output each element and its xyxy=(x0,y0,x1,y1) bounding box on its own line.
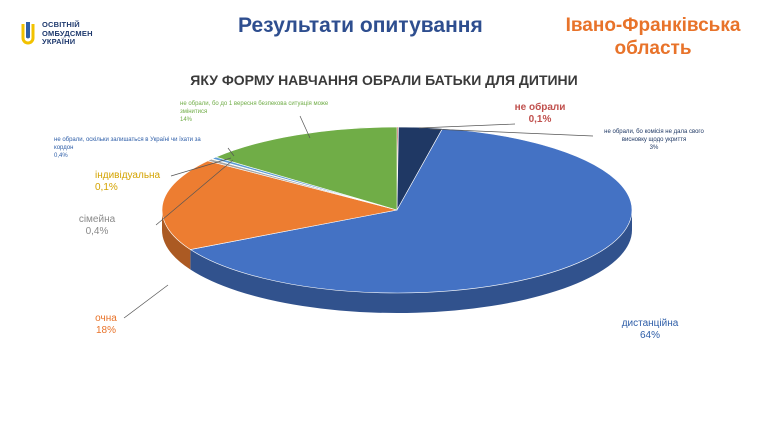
slice-label-value-7: 14% xyxy=(180,117,193,123)
leader-line-0 xyxy=(418,123,516,129)
pie-sides xyxy=(162,210,633,313)
leader-line-5 xyxy=(170,157,232,177)
slice-label-name-5: індивідуальна xyxy=(95,170,161,181)
slice-label-value-0: 0,1% xyxy=(528,114,552,125)
leader-line-6 xyxy=(227,147,235,157)
logo: ОСВІТНІЙ ОМБУДСМЕН УКРАЇНИ xyxy=(20,20,93,48)
pie-slice-2 xyxy=(189,128,633,294)
leader-line-4 xyxy=(155,159,234,226)
slice-label-1: не обрали, бо комісія не дала свого висн… xyxy=(595,128,713,152)
leader-line-3 xyxy=(123,284,169,319)
slice-label-value-2: 64% xyxy=(639,330,660,341)
slice-label-value-5: 0,1% xyxy=(95,182,118,193)
slice-label-4: сімейна 0,4% xyxy=(72,214,122,238)
pie-slice-7 xyxy=(215,126,398,211)
chart-title: ЯКУ ФОРМУ НАВЧАННЯ ОБРАЛИ БАТЬКИ ДЛЯ ДИТ… xyxy=(190,72,578,88)
slice-label-name-7: не обрали, бо до 1 вересня безпекова сит… xyxy=(180,101,329,115)
logo-line-1: ОСВІТНІЙ xyxy=(42,20,80,30)
logo-text: ОСВІТНІЙ ОМБУДСМЕН УКРАЇНИ xyxy=(42,21,93,47)
region-title: Івано-Франківська область xyxy=(548,14,758,60)
slice-label-name-2: дистанційна xyxy=(621,318,679,329)
logo-line-3: УКРАЇНИ xyxy=(42,37,76,47)
slice-label-7: не обрали, бо до 1 вересня безпекова сит… xyxy=(180,100,330,124)
pie-side-2 xyxy=(190,210,633,313)
slice-label-value-3: 18% xyxy=(95,325,116,336)
slice-label-name-0: не обрали xyxy=(514,102,566,113)
slice-label-6: не обрали, оскільки залишаться в Україні… xyxy=(54,136,204,160)
slice-label-2: дистанційна 64% xyxy=(600,318,700,342)
slice-label-name-6: не обрали, оскільки залишаться в Україні… xyxy=(54,137,201,151)
logo-line-2: ОМБУДСМЕН xyxy=(42,28,93,38)
slice-label-name-3: очна xyxy=(95,313,117,324)
slice-label-5: індивідуальна 0,1% xyxy=(95,170,171,194)
ombudsman-logo-icon xyxy=(21,22,35,45)
region-line-1: Івано-Франківська xyxy=(565,15,741,36)
slice-label-3: очна 18% xyxy=(88,313,124,337)
slice-label-value-1: 3% xyxy=(649,145,659,151)
slice-label-name-1: не обрали, бо комісія не дала свого висн… xyxy=(604,129,704,143)
pie-slice-3 xyxy=(161,160,398,250)
region-line-2: область xyxy=(614,38,692,59)
leader-line-1 xyxy=(429,128,594,137)
pie-side-3 xyxy=(162,210,191,270)
slice-label-name-4: сімейна xyxy=(78,214,116,225)
leader-lines xyxy=(123,115,594,319)
slice-label-0: не обрали 0,1% xyxy=(505,102,575,126)
pie-tops xyxy=(161,126,633,294)
slice-label-value-4: 0,4% xyxy=(85,226,109,237)
page-title: Результати опитування xyxy=(238,14,483,37)
leader-line-7 xyxy=(299,115,311,139)
slice-label-value-6: 0,4% xyxy=(54,153,68,159)
